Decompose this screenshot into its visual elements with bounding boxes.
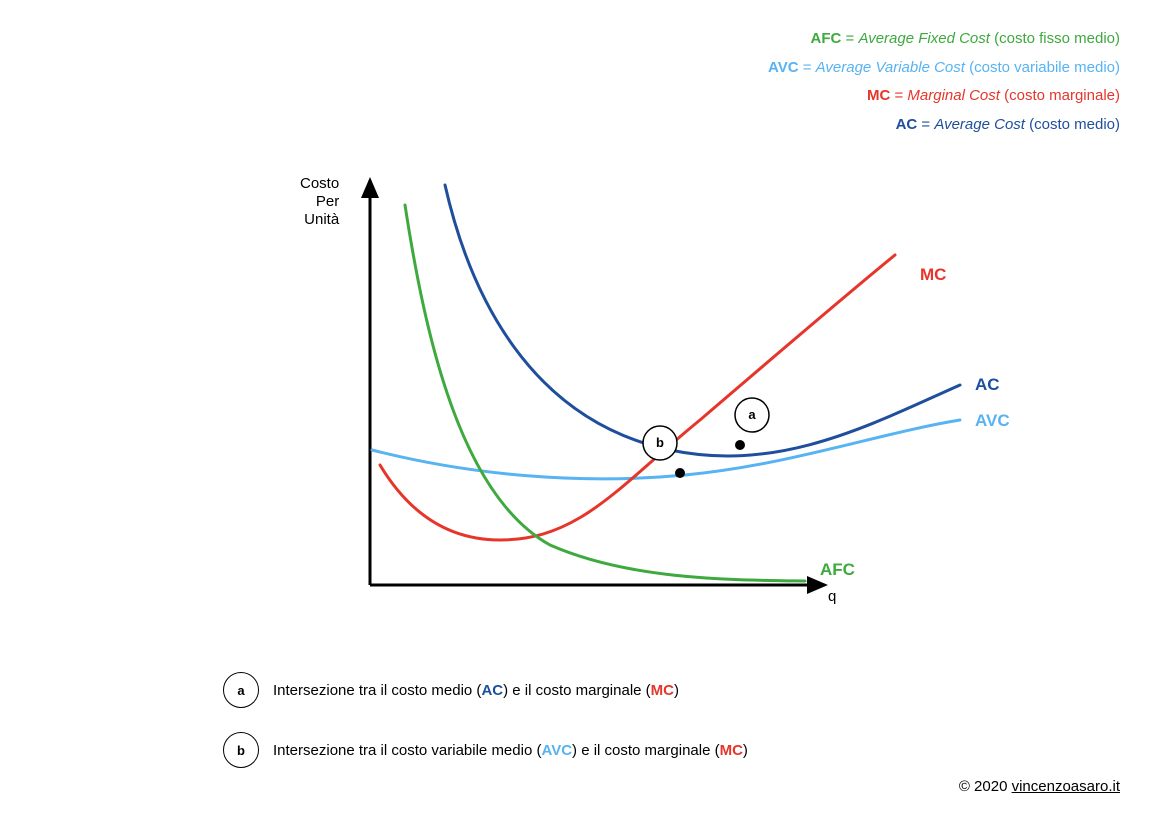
point-label-b: b (656, 435, 664, 450)
afc-curve-label: AFC (820, 560, 855, 579)
footnote-b: b Intersezione tra il costo variabile me… (223, 732, 748, 768)
x-axis-label: q (828, 588, 836, 605)
y-axis-label: CostoPerUnità (300, 175, 339, 229)
ac-curve-label: AC (975, 375, 1000, 394)
legend-avc-abbr: AVC (768, 59, 799, 76)
legend-afc: AFC = Average Fixed Cost (costo fisso me… (768, 25, 1120, 54)
legend-afc-abbr: AFC (811, 30, 842, 47)
point-label-a: a (748, 407, 756, 422)
afc-curve (405, 205, 805, 581)
avc-curve-label: AVC (975, 411, 1010, 430)
copyright: © 2020 vincenzoasaro.it (959, 778, 1120, 795)
legend-mc-abbr: MC (867, 87, 890, 104)
footnote-a: a Intersezione tra il costo medio (AC) e… (223, 672, 748, 708)
ac-curve (445, 185, 960, 456)
legend-ac: AC = Average Cost (costo medio) (768, 111, 1120, 140)
footnotes: a Intersezione tra il costo medio (AC) e… (223, 672, 748, 792)
footnote-b-text: Intersezione tra il costo variabile medi… (273, 742, 748, 759)
footnote-a-text: Intersezione tra il costo medio (AC) e i… (273, 682, 679, 699)
legend-mc: MC = Marginal Cost (costo marginale) (768, 82, 1120, 111)
cost-curves-chart: q AC AVC MC AFC a b (350, 175, 1050, 615)
intersection-point-b (675, 468, 685, 478)
legend-top: AFC = Average Fixed Cost (costo fisso me… (768, 25, 1120, 139)
mc-curve-label: MC (920, 265, 946, 284)
mc-curve (380, 255, 895, 540)
chart-svg: q AC AVC MC AFC a b (350, 175, 1050, 615)
footnote-a-marker: a (223, 672, 259, 708)
legend-avc: AVC = Average Variable Cost (costo varia… (768, 54, 1120, 83)
intersection-point-a (735, 440, 745, 450)
legend-ac-abbr: AC (896, 116, 918, 133)
copyright-link[interactable]: vincenzoasaro.it (1012, 778, 1120, 795)
footnote-b-marker: b (223, 732, 259, 768)
